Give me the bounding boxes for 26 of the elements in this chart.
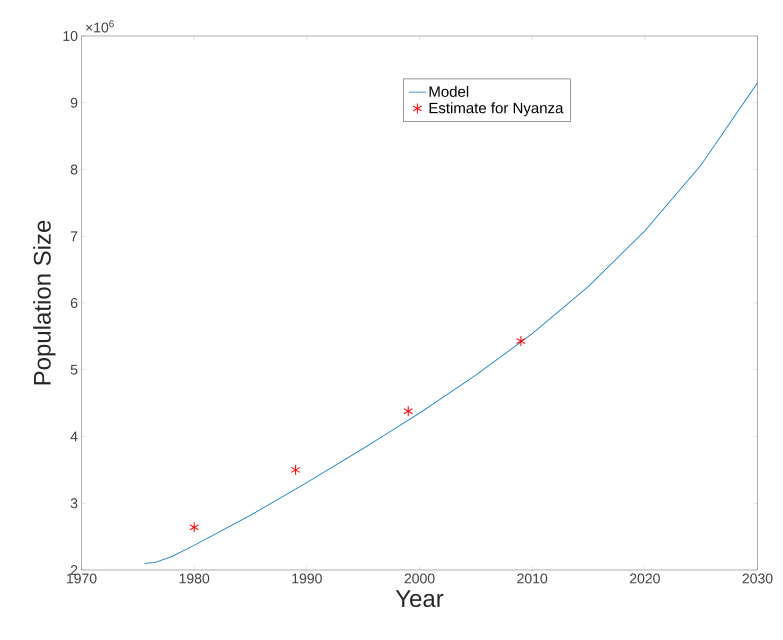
y-tick-label: 10 xyxy=(63,31,78,41)
x-tick-label: 1970 xyxy=(67,574,97,584)
point xyxy=(403,406,414,417)
y-tick-label: 5 xyxy=(70,364,78,375)
text: ×10$^{6}$ xyxy=(86,20,114,32)
y-tick-label: 6 xyxy=(70,298,78,308)
y-tick-label: 8 xyxy=(70,164,78,174)
y-tick-label: 2 xyxy=(70,565,78,575)
y-axis-title: Population Size xyxy=(33,220,56,384)
legend-label: Model xyxy=(430,86,468,97)
point xyxy=(290,464,300,476)
x-tick-label: 1980 xyxy=(180,574,210,584)
x-tick-label: 2030 xyxy=(742,574,773,584)
x-tick-label: 2010 xyxy=(517,574,548,584)
x-tick-label: 2020 xyxy=(630,574,660,584)
point xyxy=(516,336,526,347)
x-axis-title: Year xyxy=(396,590,444,608)
y-tick-label: 9 xyxy=(70,98,78,108)
legend-label: Estimate for Nyanza xyxy=(430,102,564,116)
line-series xyxy=(144,82,758,564)
point xyxy=(189,522,199,533)
y-tick-label: 7 xyxy=(70,231,78,242)
y-tick-label: 4 xyxy=(70,432,78,442)
y-tick-label: 3 xyxy=(70,498,78,508)
x-tick-label: 2000 xyxy=(404,574,435,584)
x-tick-label: 1990 xyxy=(292,574,322,584)
